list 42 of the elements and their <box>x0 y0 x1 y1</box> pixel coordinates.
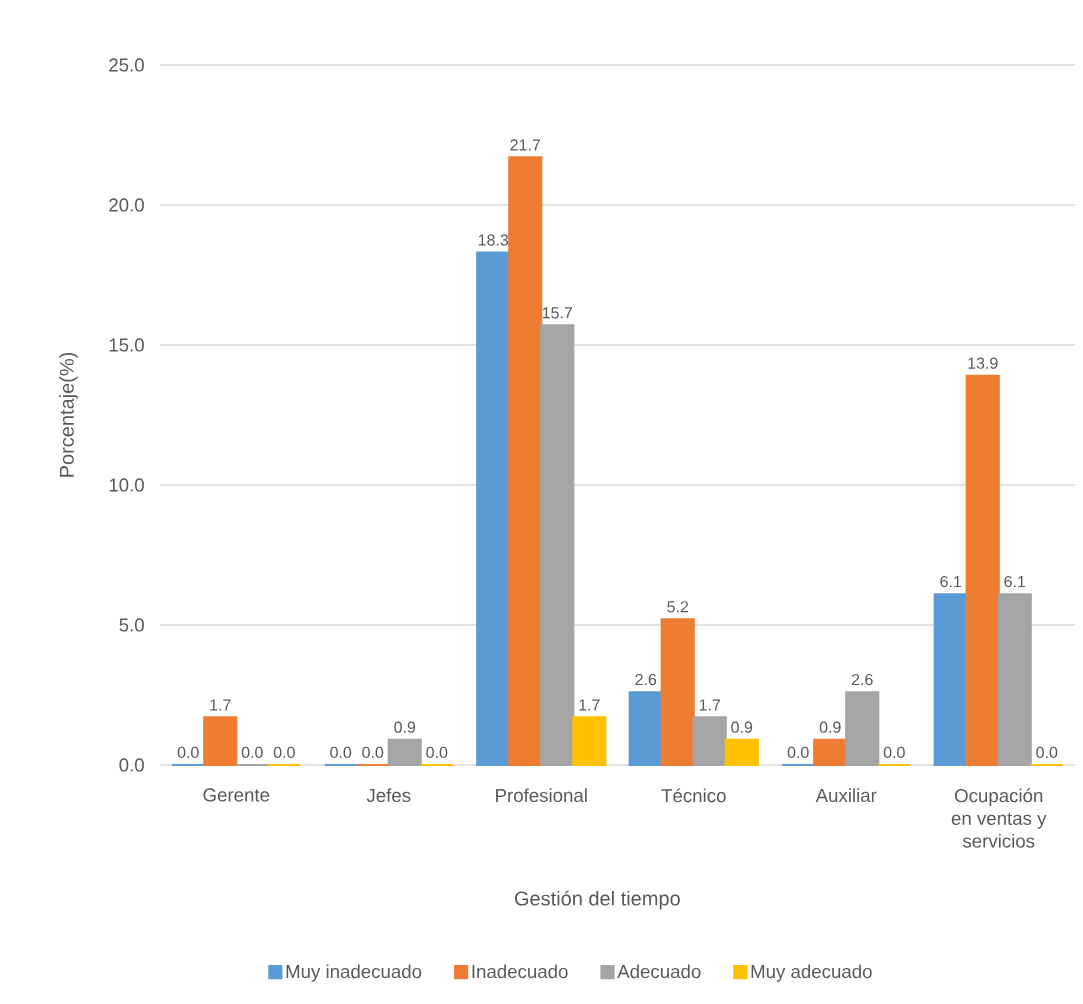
data-label: 13.9 <box>968 357 998 369</box>
data-label: 0.0 <box>362 746 384 759</box>
data-label: 6.1 <box>1004 575 1026 588</box>
y-tick-label: 25.0 <box>109 58 144 72</box>
data-label: 0.0 <box>273 746 295 759</box>
y-tick-label: 5.0 <box>119 618 144 632</box>
data-label: 0.9 <box>394 721 416 733</box>
data-label: 0.0 <box>1036 746 1058 759</box>
data-label: 0.0 <box>241 746 263 759</box>
y-tick-label: 0.0 <box>119 758 144 772</box>
data-label: 6.1 <box>940 575 962 588</box>
x-tick-label: Jefes <box>366 788 411 803</box>
y-tick-label: 15.0 <box>109 338 144 352</box>
legend-label: Adecuado <box>617 964 701 979</box>
data-label: 0.0 <box>883 746 905 759</box>
data-label: 2.6 <box>851 673 873 686</box>
y-tick-label: 10.0 <box>109 478 144 492</box>
data-label: 1.7 <box>699 699 721 711</box>
data-label: 0.0 <box>426 746 448 759</box>
legend-label: Muy inadecuado <box>286 964 422 982</box>
data-label: 0.9 <box>731 721 753 733</box>
data-label: 2.6 <box>635 673 657 686</box>
data-label: 0.0 <box>330 746 352 759</box>
data-label: 0.0 <box>177 746 199 759</box>
x-tick-label: Gerente <box>203 788 270 802</box>
legend-label: Muy adecuado <box>751 964 872 982</box>
data-label: 18.3 <box>478 234 509 246</box>
data-label: 1.7 <box>210 699 231 711</box>
x-axis-title: Gestión del tiempo <box>514 890 680 910</box>
x-tick-label: Profesional <box>496 788 587 803</box>
data-label: 0.9 <box>819 721 841 733</box>
y-axis-title: Porcentaje(%) <box>59 352 78 477</box>
legend-label: Inadecuado <box>472 964 568 979</box>
data-label: 0.0 <box>787 746 809 759</box>
x-tick-label: Técnico <box>661 788 726 803</box>
data-label: 1.7 <box>579 699 600 711</box>
x-tick-label: Ocupación en ventas y servicios <box>951 788 1047 848</box>
data-label: 21.7 <box>510 139 540 151</box>
y-tick-label: 20.0 <box>109 198 144 212</box>
data-label: 5.2 <box>667 601 689 613</box>
data-label: 15.7 <box>542 307 573 319</box>
x-tick-label: Auxiliar <box>815 788 877 803</box>
